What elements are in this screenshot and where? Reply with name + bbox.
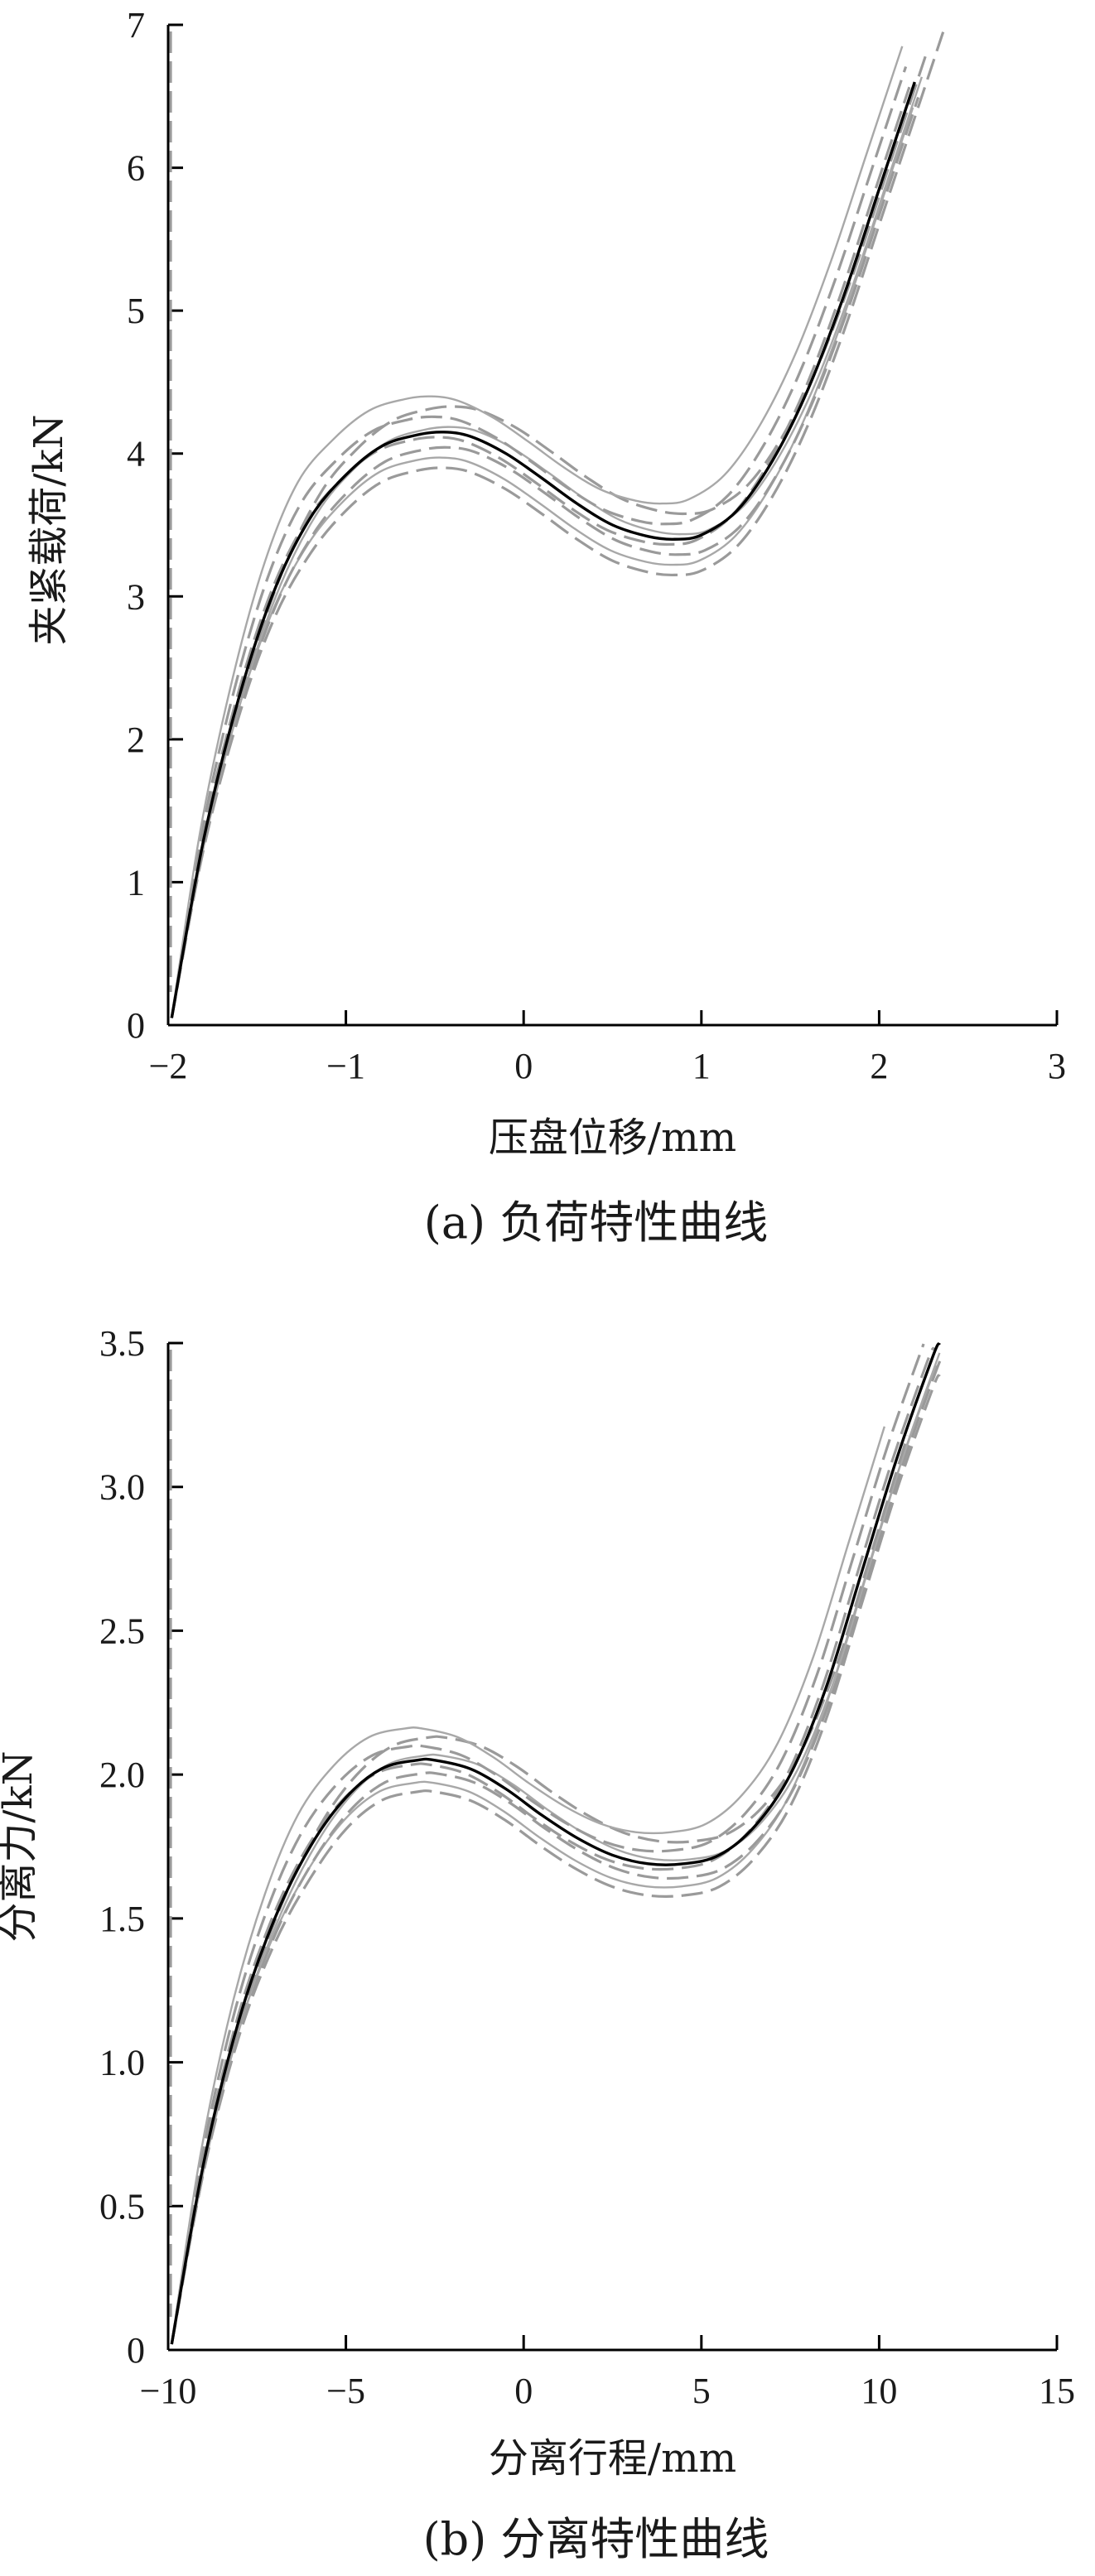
y-tick-label: 5 [127,291,145,331]
y-tick-label: 3 [127,576,145,617]
x-tick-label: −2 [149,1046,188,1086]
scatter-band-curve [170,1343,925,2345]
mean-characteristic-curve [170,81,916,1018]
y-tick-label: 7 [127,5,145,46]
y-tick-label: 3.5 [99,1323,145,1364]
scatter-band-curve [171,76,924,1018]
y-tick-label: 2.5 [99,1611,145,1651]
y-axis-title: 夹紧载荷/kN [26,414,72,645]
panel-caption: (b) 分离特性曲线 [423,2513,769,2565]
scatter-band-curve [171,1426,885,2345]
scatter-band-curve [170,66,908,1018]
y-axis-title: 分离力/kN [0,1750,41,1942]
x-tick-label: −10 [140,2371,197,2411]
scatter-band-curve [171,1352,941,2345]
scatter-band-curve [170,86,911,1018]
y-tick-label: 6 [127,148,145,189]
x-tick-label: 5 [692,2371,711,2411]
scatter-band-curve [170,1435,909,2345]
x-tick-label: 1 [692,1046,711,1086]
scatter-band-curve [171,107,914,1018]
panel-caption: (a) 负荷特性曲线 [424,1197,769,1249]
x-tick-label: −1 [326,1046,365,1086]
panel-b-release-characteristic: −10 −5 0 5 10 15 0 0.5 1.0 1.5 2.0 2.5 3.0 3.5 分离行程/mm… [0,1323,1075,2565]
mean-characteristic-curve [170,1341,941,2345]
scatter-band-curve [170,31,945,1018]
scatter-band-curve [170,1374,941,2345]
y-tick-label: 0 [127,1005,145,1046]
panel-a-load-characteristic: −2 −1 0 1 2 3 0 1 2 3 4 5 6 7 压盘位移/mm 夹紧载荷/kN (a) 负荷特性曲线 [26,5,1066,1249]
scatter-band-curve [171,46,904,1018]
x-tick-label: 3 [1048,1046,1066,1086]
x-axis-title: 分离行程/mm [489,2435,736,2482]
y-tick-label: 1.0 [99,2043,145,2083]
y-tick-label: 0.5 [99,2186,145,2227]
scatter-band-curve [170,1355,945,2345]
scatter-band-curve [170,97,920,1018]
y-tick-label: 2.0 [99,1755,145,1795]
y-tick-label: 3.0 [99,1467,145,1508]
y-tick-label: 1.5 [99,1899,145,1939]
x-tick-label: 0 [514,1046,533,1086]
y-tick-label: 2 [127,720,145,760]
x-tick-label: −5 [326,2371,365,2411]
scatter-band-curve [170,1346,936,2345]
y-tick-label: 0 [127,2330,145,2371]
x-axis-title: 压盘位移/mm [489,1115,736,1161]
y-tick-label: 4 [127,434,145,474]
x-tick-label: 10 [861,2371,897,2411]
x-tick-label: 0 [514,2371,533,2411]
x-tick-label: 15 [1039,2371,1075,2411]
y-tick-label: 1 [127,862,145,903]
x-tick-label: 2 [870,1046,888,1086]
